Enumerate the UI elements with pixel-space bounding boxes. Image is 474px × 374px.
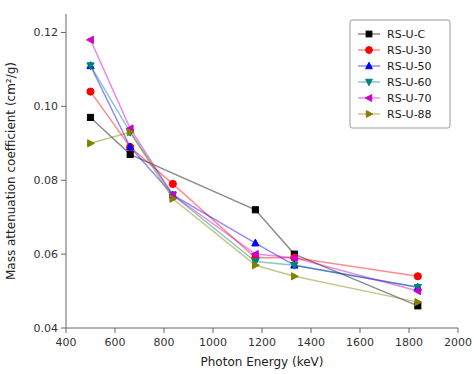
x-tick (409, 328, 410, 333)
legend-entry: RS-U-70 (387, 92, 432, 105)
data-point (415, 299, 422, 306)
y-tick-label: 0.10 (34, 100, 59, 113)
data-point (252, 239, 259, 246)
data-point (127, 143, 134, 150)
x-tick-label: 400 (56, 336, 77, 349)
series-line (91, 66, 418, 288)
data-point (87, 36, 94, 43)
x-tick (262, 328, 263, 333)
data-point (87, 88, 94, 95)
x-tick-label: 1600 (346, 336, 374, 349)
x-tick-label: 1200 (248, 336, 276, 349)
y-tick (61, 32, 66, 33)
y-tick (61, 106, 66, 107)
legend-swatch-marker (366, 111, 372, 118)
data-point (127, 129, 134, 136)
series-line (91, 132, 418, 302)
chart-svg: 400 600 800 1000 1200 1400 1600 1800 2000 0.04 0.0… (0, 0, 474, 374)
legend: RS-U-C RS-U-30 RS-U-50 RS-U-60 RS-U-70 RS-U-8… (350, 20, 450, 128)
legend-entry: RS-U-88 (387, 108, 432, 121)
legend-entry: RS-U-50 (387, 60, 432, 73)
series (87, 62, 422, 290)
series (87, 114, 420, 309)
y-axis-label: Mass attenuation coefficient (cm²/g) (4, 62, 18, 280)
series (88, 129, 422, 306)
x-tick (360, 328, 361, 333)
legend-entry: RS-U-30 (387, 44, 432, 57)
legend-entry: RS-U-60 (387, 76, 432, 89)
series (87, 63, 422, 291)
y-axis-line (66, 14, 67, 328)
legend-swatch-marker (366, 31, 372, 37)
y-tick-label: 0.08 (34, 174, 59, 187)
x-tick (458, 328, 459, 333)
data-point (252, 207, 258, 213)
legend-swatch-marker (366, 79, 373, 85)
x-tick-label: 800 (154, 336, 175, 349)
x-tick (164, 328, 165, 333)
x-tick-label: 600 (105, 336, 126, 349)
x-tick-label: 1000 (199, 336, 227, 349)
legend-entry: RS-U-C (387, 28, 426, 41)
data-point (291, 262, 298, 269)
data-point (291, 254, 298, 261)
data-point (170, 195, 177, 202)
data-point (253, 262, 260, 269)
legend-swatch-marker (365, 95, 371, 102)
data-point (87, 114, 93, 120)
x-tick (66, 328, 67, 333)
series-line (91, 66, 418, 288)
legend-swatch-marker (366, 47, 373, 54)
y-tick (61, 328, 66, 329)
data-point (169, 180, 176, 187)
x-tick (311, 328, 312, 333)
data-point (414, 273, 421, 280)
x-tick-label: 1400 (297, 336, 325, 349)
y-tick (61, 254, 66, 255)
y-tick-label: 0.04 (34, 322, 59, 335)
data-point (414, 287, 421, 294)
axes: 400 600 800 1000 1200 1400 1600 1800 2000 0.04 0.0… (34, 14, 473, 349)
y-tick-label: 0.12 (34, 26, 59, 39)
chart-container: 400 600 800 1000 1200 1400 1600 1800 2000 0.04 0.0… (0, 0, 474, 374)
y-tick (61, 180, 66, 181)
data-point (127, 143, 134, 150)
data-point (127, 151, 133, 157)
data-point (87, 63, 94, 70)
x-tick (115, 328, 116, 333)
legend-swatch-marker (366, 62, 373, 68)
data-point (251, 251, 258, 258)
data-point (290, 254, 297, 261)
x-tick-label: 2000 (444, 336, 472, 349)
y-tick-label: 0.06 (34, 248, 59, 261)
data-point (291, 273, 298, 280)
x-tick-label: 1800 (395, 336, 423, 349)
data-point (88, 140, 95, 147)
x-axis-label: Photon Energy (keV) (201, 355, 324, 369)
x-tick (213, 328, 214, 333)
legend-box (350, 20, 450, 128)
